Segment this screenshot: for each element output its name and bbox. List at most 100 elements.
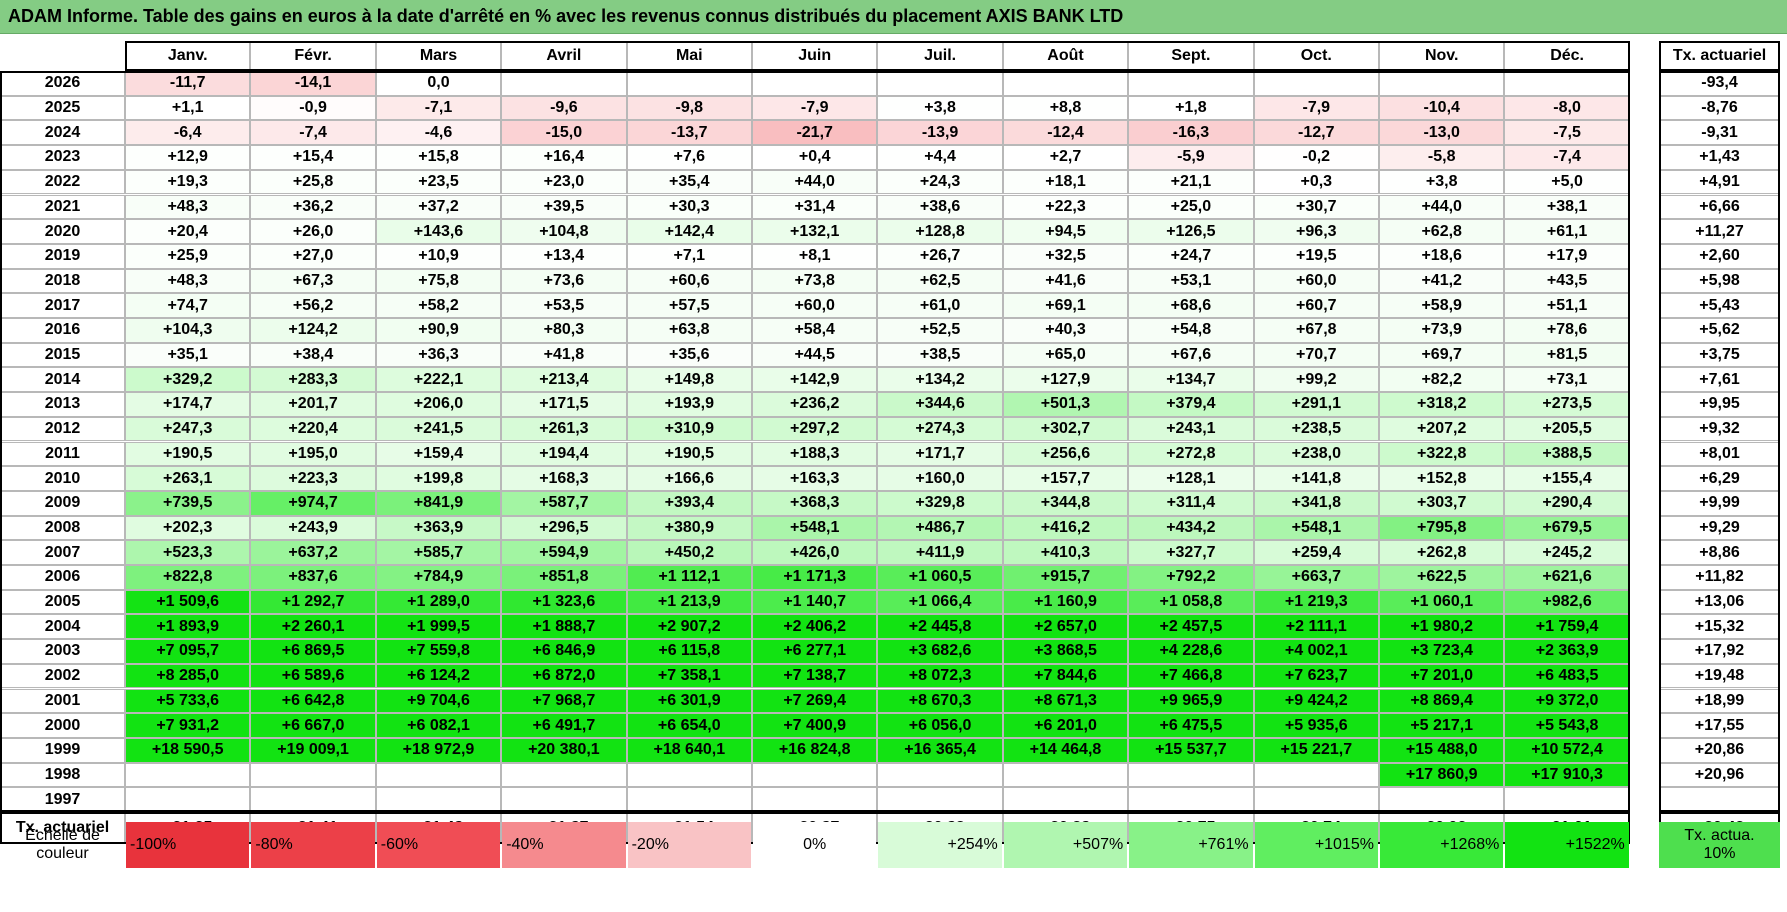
gain-cell: +60,6 [626,268,752,294]
gain-cell: +2 657,0 [1002,614,1129,640]
gain-cell: +62,8 [1379,219,1505,244]
year-cell: 1997 [0,787,125,812]
gain-cell: -6,4 [125,120,251,146]
gain-cell: -21,7 [752,120,878,146]
gain-cell: +142,9 [752,367,878,393]
gain-cell: +585,7 [375,540,502,565]
gain-cell: +58,2 [375,293,502,318]
year-cell: 2022 [0,169,125,195]
rate-cell: +6,29 [1659,466,1780,491]
gain-cell [752,71,878,96]
gain-cell: +329,8 [877,490,1003,516]
gain-cell: +51,1 [1504,293,1630,318]
month-header: Mai [626,41,752,71]
month-header: Mars [375,41,502,71]
legend-swatch: +1268% [1380,822,1504,868]
gain-cell: +205,5 [1504,416,1630,442]
gain-cell: +247,3 [125,416,251,442]
gain-cell: +202,3 [125,515,251,541]
gain-cell [877,71,1003,96]
legend-swatch: -60% [376,822,501,868]
gain-cell: +5 935,6 [1253,713,1379,738]
gain-cell: +245,2 [1504,540,1630,565]
gain-cell: +39,5 [501,194,627,220]
year-cell: 2011 [0,441,125,467]
rate-cell: +2,60 [1659,243,1780,269]
gain-cell: -10,4 [1379,95,1505,121]
gain-cell: +127,9 [1002,367,1129,393]
gain-cell: +322,8 [1379,441,1505,467]
gain-cell: +784,9 [375,565,502,590]
gain-cell [1128,762,1254,788]
gain-cell [1002,762,1129,788]
gain-cell: +2 363,9 [1504,639,1630,664]
gain-cell: +841,9 [375,490,502,516]
gain-cell [250,762,376,788]
legend-swatch: -100% [126,822,250,868]
legend-swatch: +761% [1129,822,1253,868]
gain-cell: +2 260,1 [250,614,376,640]
gain-cell: +1 323,6 [501,589,627,615]
gain-cell: +7 559,8 [375,639,502,664]
gain-cell: +310,9 [626,416,752,442]
gain-cell: +67,6 [1128,342,1254,368]
gain-cell: +18,1 [1002,169,1129,195]
gain-cell: +80,3 [501,318,627,343]
gain-cell: -4,6 [375,120,502,146]
gain-cell: +6 056,0 [877,713,1003,738]
gain-cell: +15,4 [250,145,376,170]
gain-cell: +20,4 [125,219,251,244]
gain-cell: +67,8 [1253,318,1379,343]
gain-cell: +168,3 [501,466,627,491]
gain-cell [626,71,752,96]
legend-label: Echelle de couleur [25,827,100,862]
gain-cell: +1 140,7 [752,589,878,615]
gain-cell: -7,4 [250,120,376,146]
gain-cell: -16,3 [1128,120,1254,146]
gain-cell: +9 372,0 [1504,688,1630,714]
month-header: Oct. [1253,41,1379,71]
gain-cell [250,787,376,812]
gain-cell: -14,1 [250,71,376,96]
gain-cell: +283,3 [250,367,376,393]
gain-cell: +837,6 [250,565,376,590]
year-cell: 2024 [0,120,125,146]
gain-cell: +18,6 [1379,243,1505,269]
gain-cell: +24,7 [1128,243,1254,269]
gain-cell: +63,8 [626,318,752,343]
gain-cell: +6 846,9 [501,639,627,664]
rate-cell: +11,82 [1659,565,1780,590]
gain-cell: +26,7 [877,243,1003,269]
gain-cell: +6 654,0 [626,713,752,738]
gain-cell: +27,0 [250,243,376,269]
gain-cell: -5,8 [1379,145,1505,170]
gain-cell: +318,2 [1379,392,1505,417]
gain-cell [1504,787,1630,812]
gain-cell: +152,8 [1379,466,1505,491]
gain-cell: +291,1 [1253,392,1379,417]
year-cell: 2002 [0,663,125,689]
gain-cell: +171,5 [501,392,627,417]
gain-cell: +501,3 [1002,392,1129,417]
gain-cell: +134,2 [877,367,1003,393]
gain-cell: +9 704,6 [375,688,502,714]
title: ADAM Informe. Table des gains en euros à… [0,0,1787,34]
gain-cell: +124,2 [250,318,376,343]
gain-cell: +982,6 [1504,589,1630,615]
year-cell: 2010 [0,466,125,491]
gain-cell: +82,2 [1379,367,1505,393]
gain-cell: +2,7 [1002,145,1129,170]
gain-cell [626,762,752,788]
gain-cell: +104,8 [501,219,627,244]
gain-cell: -12,7 [1253,120,1379,146]
gain-cell: +236,2 [752,392,878,417]
gain-cell: +7 931,2 [125,713,251,738]
gain-cell: +416,2 [1002,515,1129,541]
gain-cell: +61,0 [877,293,1003,318]
gain-cell: +19,3 [125,169,251,195]
gain-cell: +450,2 [626,540,752,565]
gain-cell: +0,4 [752,145,878,170]
gain-cell: -9,6 [501,95,627,121]
gain-cell: +81,5 [1504,342,1630,368]
